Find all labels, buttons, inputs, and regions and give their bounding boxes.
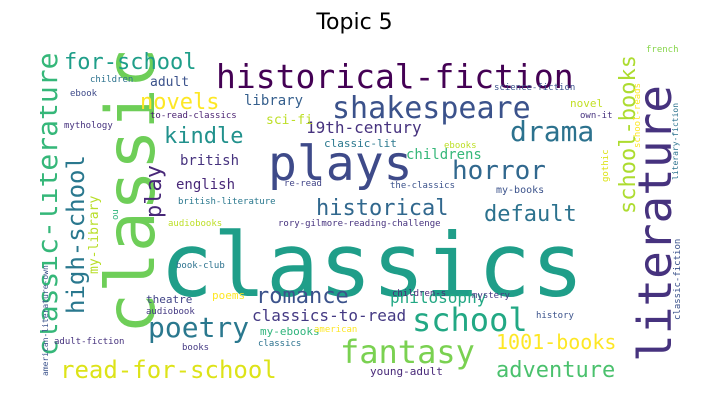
- word-classic-lit: classic-lit: [324, 137, 397, 150]
- word-adult-fiction: adult-fiction: [54, 337, 125, 347]
- word-sci-fi: sci-fi: [266, 113, 313, 128]
- word-my-books: my-books: [496, 185, 545, 196]
- word-audiobooks: audiobooks: [168, 219, 223, 229]
- word-books: books: [182, 343, 210, 353]
- word-to-read-classics: to-read-classics: [150, 111, 237, 121]
- word-ebook: ebook: [70, 89, 98, 99]
- word-poems: poems: [212, 289, 246, 302]
- word-read-for-school: read-for-school: [60, 356, 277, 384]
- word-young-adult: young-adult: [370, 365, 443, 378]
- word-classic-fiction: classic-fiction: [673, 238, 680, 320]
- word-school: school: [412, 301, 528, 339]
- word-book-club: book-club: [176, 261, 225, 271]
- word-ebooks: ebooks: [444, 141, 477, 151]
- word-novel: novel: [570, 97, 604, 110]
- word-literary-fiction: literary-fiction: [671, 102, 680, 180]
- word-mythology: mythology: [64, 121, 113, 131]
- word-default: default: [484, 202, 577, 227]
- word-theatre: theatre: [146, 293, 193, 306]
- word-children-s: children-s: [392, 289, 447, 299]
- word-historical: historical: [316, 196, 449, 221]
- word-philosophy: philosophy: [390, 288, 487, 307]
- word-horror: horror: [452, 156, 546, 186]
- word-ou: ou: [111, 209, 121, 220]
- word-own-it: own-it: [580, 111, 613, 121]
- word-my-ebooks: my-ebooks: [260, 325, 320, 338]
- word-poetry: poetry: [148, 311, 250, 344]
- word-gothic: gothic: [601, 149, 611, 182]
- word-rory-gilmore-reading-challenge: rory-gilmore-reading-challenge: [278, 219, 441, 229]
- word-high-school: high-school: [62, 155, 90, 314]
- word-historical-fiction: historical-fiction: [216, 57, 574, 96]
- word-classics-to-read: classics-to-read: [252, 306, 407, 325]
- word-plays: plays: [268, 136, 413, 192]
- word-1001-books: 1001-books: [496, 330, 617, 354]
- word-re-read: re-read: [284, 179, 322, 189]
- word-american: american: [314, 325, 358, 335]
- word-romance: romance: [256, 284, 349, 309]
- word-british: british: [180, 153, 240, 169]
- word-science-fiction: science-fiction: [494, 83, 576, 93]
- word-play: play: [142, 165, 167, 218]
- word-history: history: [536, 311, 574, 321]
- chart-title: Topic 5: [316, 10, 393, 35]
- word-british-literature: british-literature: [178, 197, 276, 207]
- word-classics: classics: [160, 214, 584, 317]
- word-school-reads: school-reads: [633, 82, 643, 148]
- word-drama: drama: [510, 115, 595, 148]
- word-children: children: [90, 75, 134, 85]
- word-adult: adult: [150, 75, 190, 90]
- word-my-library: my-library: [87, 195, 102, 274]
- word-shakespeare: shakespeare: [332, 91, 531, 126]
- word-audiobook: audiobook: [146, 307, 195, 317]
- word-childrens: childrens: [406, 147, 482, 163]
- word-american-literature-own: american-literature-own: [41, 265, 50, 376]
- word-19th-century: 19th-century: [306, 118, 422, 137]
- word-english: english: [176, 177, 236, 193]
- word-mystery: mystery: [472, 291, 510, 301]
- word-the-classics: the-classics: [390, 181, 456, 191]
- word-kindle: kindle: [164, 124, 244, 149]
- word-adventure: adventure: [496, 358, 616, 383]
- word-novels: novels: [140, 90, 220, 115]
- word-fantasy: fantasy: [340, 333, 475, 371]
- word-for-school: for-school: [64, 50, 197, 75]
- word-classics-small: classics: [258, 339, 302, 349]
- word-french: french: [646, 45, 679, 55]
- word-cloud: classics classic plays literature histor…: [40, 42, 680, 387]
- word-library: library: [244, 93, 304, 109]
